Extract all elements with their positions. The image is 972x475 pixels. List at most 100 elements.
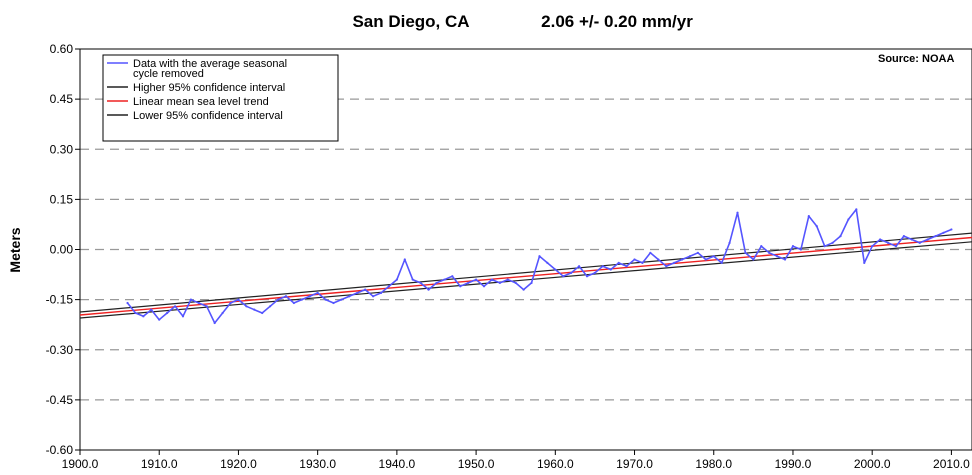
- data-point: [863, 261, 866, 264]
- data-point: [950, 228, 953, 231]
- data-point: [340, 298, 343, 301]
- data-point: [181, 315, 185, 318]
- data-point: [910, 238, 913, 241]
- x-tick-label: 1940.0: [379, 457, 416, 471]
- data-point: [546, 261, 549, 264]
- data-point: [831, 241, 834, 244]
- data-point: [879, 238, 882, 241]
- y-axis-label: Meters: [7, 227, 23, 272]
- data-point: [601, 265, 604, 268]
- data-point: [570, 271, 573, 274]
- data-point: [435, 281, 438, 285]
- data-point: [609, 268, 612, 271]
- y-tick-label: 0.15: [50, 192, 74, 206]
- data-point: [253, 308, 256, 311]
- data-point: [942, 231, 945, 234]
- x-tick-label: 1980.0: [695, 457, 732, 471]
- legend-box: [102, 54, 339, 142]
- data-point: [142, 315, 145, 318]
- data-point: [577, 265, 581, 268]
- data-point: [276, 298, 280, 301]
- data-point: [522, 288, 525, 291]
- trend-line: [79, 236, 972, 316]
- chart-title: San Diego, CA: [352, 12, 469, 31]
- data-point: [490, 278, 494, 281]
- data-point: [934, 235, 937, 238]
- data-point: [332, 301, 335, 305]
- data-point: [649, 251, 652, 254]
- data-point: [736, 211, 739, 214]
- x-tick-label: 2010.0: [933, 457, 970, 471]
- data-point: [665, 265, 668, 268]
- axis-ticks: 0.60 0.45 0.30 0.15 0.00 -0.15 -0.30 -0.45 -0.60…: [46, 42, 970, 471]
- data-point: [720, 261, 723, 264]
- data-point: [379, 291, 383, 295]
- data-point: [237, 298, 240, 301]
- data-point: [625, 265, 628, 268]
- data-point: [134, 311, 137, 315]
- gridlines: [80, 98, 972, 401]
- data-point: [316, 291, 319, 295]
- data-point: [150, 308, 153, 311]
- upper-ci-line: [79, 232, 972, 313]
- data-point: [673, 261, 676, 264]
- legend-label: Lower 95% confidence interval: [133, 110, 283, 122]
- chart-title-group: San Diego, CA 2.06 +/- 0.20 mm/yr: [352, 12, 693, 31]
- data-point: [791, 245, 795, 248]
- y-tick-label: -0.15: [46, 293, 74, 307]
- data-point: [498, 281, 501, 285]
- y-tick-label: 0.00: [50, 243, 74, 257]
- data-point: [688, 255, 692, 258]
- data-point: [411, 278, 414, 281]
- data-point: [585, 275, 589, 278]
- y-tick-label: 0.30: [50, 142, 74, 156]
- data-point: [554, 268, 557, 271]
- data-point: [799, 248, 802, 251]
- data-point: [776, 255, 779, 258]
- data-point: [213, 321, 216, 325]
- data-point: [474, 278, 478, 281]
- data-series-line: [126, 208, 952, 324]
- series-layer: [79, 208, 972, 325]
- data-point: [902, 235, 905, 238]
- data-point: [166, 311, 169, 315]
- data-point: [752, 258, 755, 261]
- data-point: [886, 241, 890, 244]
- data-point: [221, 311, 224, 315]
- data-point: [356, 291, 359, 295]
- y-tick-label: -0.60: [46, 443, 74, 457]
- data-point: [839, 235, 842, 238]
- data-point: [261, 311, 264, 315]
- data-point: [894, 245, 898, 248]
- data-point: [292, 301, 295, 305]
- y-tick-label: 0.60: [50, 42, 74, 56]
- data-point: [300, 298, 303, 301]
- data-point: [364, 288, 367, 291]
- data-point: [126, 301, 129, 305]
- data-point: [926, 238, 929, 241]
- data-point: [783, 258, 787, 261]
- data-point: [768, 251, 771, 254]
- data-point: [395, 278, 398, 281]
- data-point: [712, 255, 715, 258]
- legend-label: Linear mean sea level trend: [133, 96, 269, 108]
- x-tick-label: 1900.0: [62, 457, 99, 471]
- data-point: [189, 298, 193, 301]
- data-point: [387, 285, 391, 288]
- data-point: [530, 281, 533, 285]
- data-point: [403, 258, 406, 261]
- x-tick-label: 2000.0: [854, 457, 891, 471]
- data-point: [506, 278, 509, 281]
- data-point: [696, 251, 700, 254]
- data-point: [871, 245, 874, 248]
- x-tick-label: 1990.0: [775, 457, 812, 471]
- data-point: [918, 241, 921, 244]
- data-point: [704, 258, 707, 261]
- y-tick-label: -0.45: [46, 393, 74, 407]
- data-point: [284, 295, 288, 298]
- data-point: [815, 225, 818, 228]
- legend-label-continued: cycle removed: [133, 68, 204, 80]
- data-point: [514, 281, 517, 285]
